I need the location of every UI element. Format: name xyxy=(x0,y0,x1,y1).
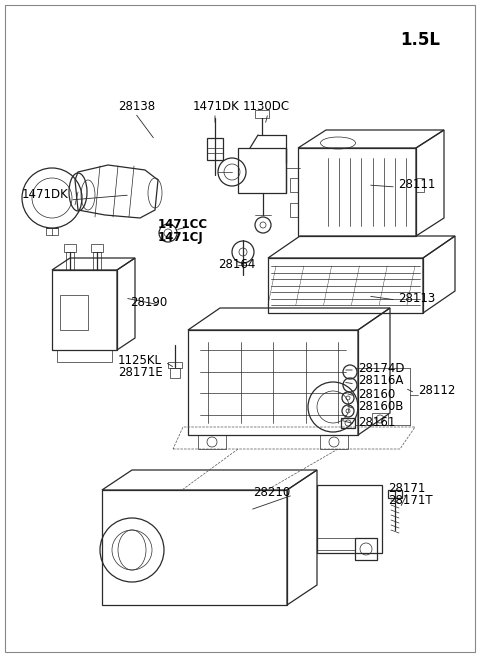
Bar xyxy=(198,435,226,449)
Bar xyxy=(255,110,269,118)
Bar xyxy=(317,538,355,550)
Text: 28116A: 28116A xyxy=(358,374,403,388)
Bar xyxy=(388,490,402,498)
Text: 28111: 28111 xyxy=(398,179,435,191)
Bar xyxy=(238,148,286,193)
Bar xyxy=(93,252,101,270)
Text: 28113: 28113 xyxy=(398,292,435,304)
Bar xyxy=(290,178,298,192)
Text: 1471CJ: 1471CJ xyxy=(158,231,204,244)
Bar xyxy=(320,435,348,449)
Bar xyxy=(416,178,424,192)
Bar xyxy=(91,244,103,252)
Text: 1471CC: 1471CC xyxy=(158,219,208,231)
Bar xyxy=(290,203,298,217)
Bar xyxy=(60,295,88,330)
Bar xyxy=(355,538,377,560)
Text: 1125KL: 1125KL xyxy=(118,353,162,367)
Text: 28138: 28138 xyxy=(118,101,155,114)
Text: 28164: 28164 xyxy=(218,258,255,271)
Bar xyxy=(341,418,355,428)
Bar xyxy=(46,228,58,235)
Bar xyxy=(317,485,382,553)
Bar xyxy=(170,368,180,378)
Text: 28160: 28160 xyxy=(358,388,395,401)
Text: 28171T: 28171T xyxy=(388,495,432,507)
Bar xyxy=(66,252,74,270)
Bar xyxy=(188,330,358,435)
Bar xyxy=(64,244,76,252)
Bar xyxy=(168,362,182,368)
Bar xyxy=(102,490,287,605)
Text: 28171E: 28171E xyxy=(118,367,163,380)
Text: 28161: 28161 xyxy=(358,415,396,428)
Bar xyxy=(372,413,388,425)
Text: 28210: 28210 xyxy=(253,486,290,499)
Text: 1471DK: 1471DK xyxy=(193,101,240,114)
Text: 28160B: 28160B xyxy=(358,401,403,413)
Text: 28190: 28190 xyxy=(130,296,167,309)
Text: 1130DC: 1130DC xyxy=(243,101,290,114)
Bar xyxy=(52,270,117,350)
Text: 28174D: 28174D xyxy=(358,361,405,374)
Bar xyxy=(268,258,423,313)
Text: 1.5L: 1.5L xyxy=(400,31,440,49)
Text: 28171: 28171 xyxy=(388,482,425,495)
Text: 28112: 28112 xyxy=(418,384,456,397)
Text: 1471DK: 1471DK xyxy=(22,189,69,202)
Bar xyxy=(298,148,416,236)
Bar xyxy=(207,138,223,160)
